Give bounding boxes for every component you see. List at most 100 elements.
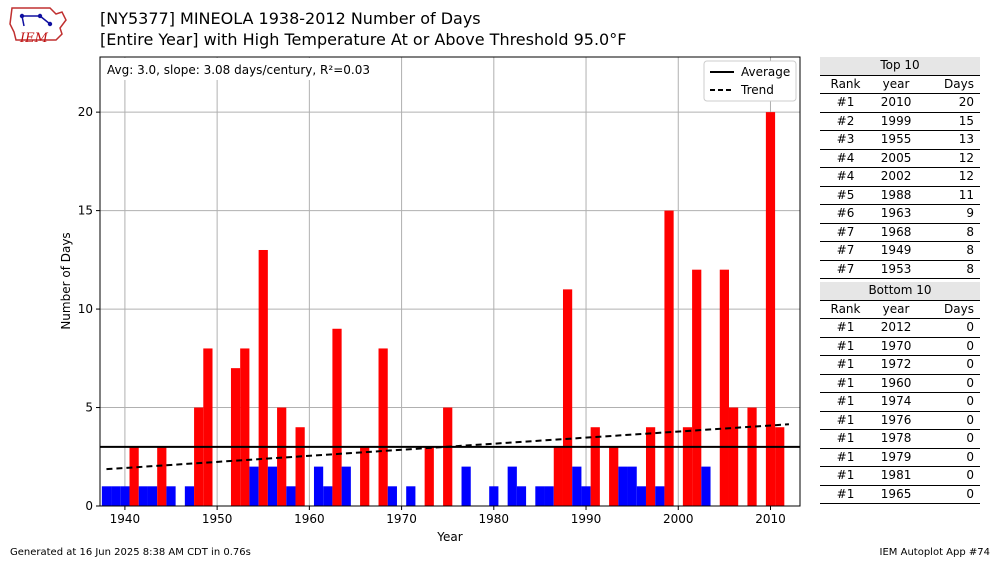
- bottom10-cell-days: 0: [921, 466, 980, 486]
- chart-title: [NY5377] MINEOLA 1938-2012 Number of Day…: [100, 9, 481, 28]
- top10-row: #6 1963 9: [820, 204, 980, 224]
- bottom10-cell-rank: #1: [820, 466, 871, 486]
- bottom10-table: Bottom 10 Rank year Days #1 2012 0 #1 1970 0 #…: [820, 282, 980, 504]
- top10-row: #7 1953 8: [820, 260, 980, 279]
- top10-cell-year: 1953: [871, 260, 922, 279]
- bottom10-cell-rank: #1: [820, 448, 871, 467]
- bar-1953: [240, 348, 250, 506]
- bottom10-cell-days: 0: [921, 374, 980, 393]
- stats-box: [101, 58, 368, 80]
- y-tick-label: 10: [78, 302, 93, 316]
- bar-2005: [719, 269, 729, 506]
- bottom10-row: #1 1970 0: [820, 337, 980, 356]
- top10-col-days: Days: [921, 75, 980, 94]
- top10-table: Top 10 Rank year Days #1 2010 20 #2 1999 15 #3…: [820, 57, 980, 279]
- bottom10-cell-rank: #1: [820, 337, 871, 356]
- top10-cell-days: 8: [921, 260, 980, 279]
- top10-cell-days: 15: [921, 112, 980, 131]
- bar-1980: [489, 486, 499, 506]
- x-tick-label: 2000: [663, 512, 694, 526]
- iem-logo: IEM: [9, 7, 67, 46]
- y-tick-label: 20: [78, 105, 93, 119]
- top10-col-year: year: [871, 75, 922, 94]
- x-tick-label: 1970: [386, 512, 417, 526]
- bar-1963: [332, 328, 342, 506]
- bar-1988: [562, 289, 573, 506]
- x-tick-label: 1960: [294, 512, 325, 526]
- bar-2006: [728, 407, 739, 506]
- bar-1973: [424, 446, 434, 506]
- bar-1941: [129, 446, 139, 506]
- bar-1959: [295, 427, 305, 506]
- legend-trend-label: Trend: [740, 83, 774, 97]
- bar-1995: [627, 466, 637, 506]
- top10-cell-rank: #7: [820, 241, 871, 261]
- bar-1956: [267, 466, 278, 506]
- bottom10-cell-year: 1979: [871, 448, 922, 467]
- bottom10-cell-year: 1974: [871, 392, 922, 412]
- bottom10-cell-days: 0: [921, 448, 980, 467]
- generated-footer: Generated at 16 Jun 2025 8:38 AM CDT in …: [10, 547, 251, 558]
- legend: Average Trend: [703, 60, 797, 102]
- top10-cell-days: 13: [921, 130, 980, 150]
- bar-1948: [194, 407, 204, 506]
- top10-cell-rank: #4: [820, 167, 871, 187]
- bar-1968: [378, 348, 388, 506]
- bottom10-cell-rank: #1: [820, 374, 871, 393]
- bar-1991: [590, 427, 600, 506]
- bar-1997: [645, 427, 656, 506]
- bar-1964: [341, 466, 351, 506]
- top10-cell-rank: #7: [820, 260, 871, 279]
- y-tick-label: 15: [78, 204, 93, 218]
- bottom10-cell-rank: #1: [820, 429, 871, 449]
- bar-1958: [286, 486, 296, 506]
- top10-cell-days: 11: [921, 186, 980, 205]
- bottom10-col-days: Days: [921, 300, 980, 319]
- top10-row: #1 2010 20: [820, 93, 980, 113]
- x-tick-label: 1980: [479, 512, 510, 526]
- x-tick-label: 1940: [110, 512, 141, 526]
- top10-cell-year: 1968: [871, 223, 922, 242]
- bar-2002: [692, 269, 702, 506]
- bar-1969: [387, 486, 397, 506]
- stats-label: Avg: 3.0, slope: 3.08 days/century, R²=0…: [107, 63, 370, 77]
- bar-1962: [323, 486, 333, 506]
- top10-cell-year: 2010: [871, 93, 922, 113]
- top10-cell-year: 1955: [871, 130, 922, 150]
- bar-2001: [682, 427, 693, 506]
- bar-1961: [313, 466, 324, 506]
- bar-1947: [184, 486, 195, 506]
- top10-title: Top 10: [820, 57, 980, 76]
- bar-1944: [157, 446, 167, 506]
- bar-2003: [701, 466, 711, 506]
- top10-cell-year: 1999: [871, 112, 922, 131]
- bottom10-cell-days: 0: [921, 318, 980, 338]
- top10-cell-days: 12: [921, 167, 980, 187]
- bar-1987: [553, 446, 563, 506]
- bar-1989: [572, 466, 582, 506]
- bar-1977: [461, 466, 471, 506]
- bar-1996: [636, 486, 646, 506]
- bar-2008: [747, 407, 757, 506]
- bar-1945: [166, 486, 176, 506]
- top10-cell-year: 1949: [871, 241, 922, 261]
- bottom10-col-year: year: [871, 300, 922, 319]
- bottom10-cell-days: 0: [921, 355, 980, 375]
- bottom10-row: #1 1979 0: [820, 448, 980, 467]
- bottom10-row: #1 1972 0: [820, 355, 980, 375]
- bottom10-cell-rank: #1: [820, 411, 871, 430]
- bottom10-cell-year: 1976: [871, 411, 922, 430]
- top10-row: #5 1988 11: [820, 186, 980, 205]
- bottom10-row: #1 1960 0: [820, 374, 980, 393]
- top10-cell-days: 9: [921, 204, 980, 224]
- bottom10-row: #1 1974 0: [820, 392, 980, 412]
- bar-1954: [249, 466, 259, 506]
- bar-1986: [544, 486, 554, 506]
- bar-1983: [516, 486, 527, 506]
- bar-1955: [258, 249, 268, 507]
- svg-text:IEM: IEM: [19, 31, 49, 46]
- bar-1999: [664, 210, 674, 506]
- bar-1982: [507, 466, 517, 506]
- bars: [101, 112, 785, 507]
- top10-row: #3 1955 13: [820, 130, 980, 150]
